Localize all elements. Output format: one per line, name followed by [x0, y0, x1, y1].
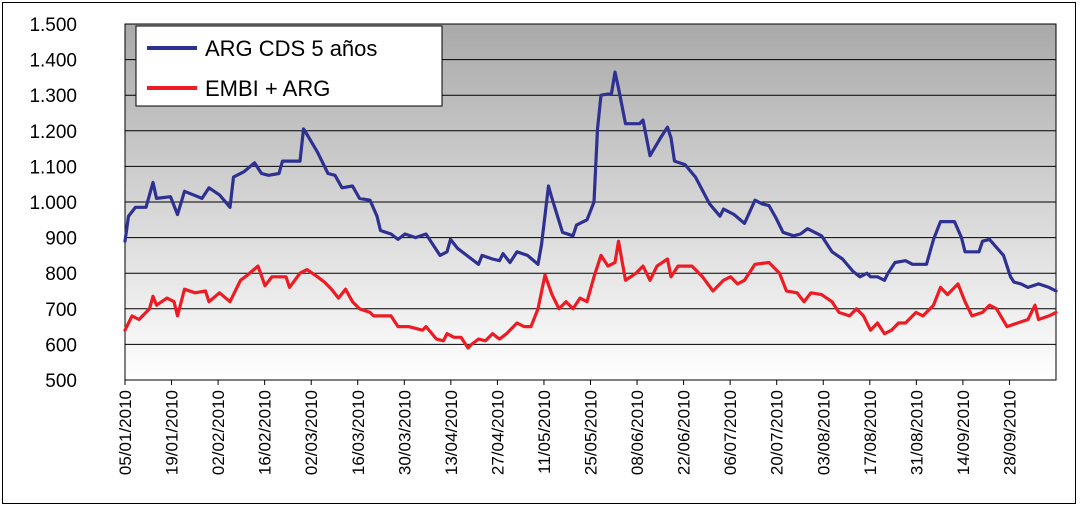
x-tick-label: 14/09/2010 [954, 390, 973, 475]
legend-label-cds: ARG CDS 5 años [205, 36, 377, 61]
x-tick-label: 17/08/2010 [861, 390, 880, 475]
x-tick-label: 25/05/2010 [582, 390, 601, 475]
y-tick-label: 500 [45, 371, 77, 392]
x-tick-label: 08/06/2010 [628, 390, 647, 475]
x-tick-label: 20/07/2010 [768, 390, 787, 475]
y-tick-label: 1.300 [29, 86, 77, 107]
x-tick-label: 27/04/2010 [488, 390, 507, 475]
x-tick-label: 05/01/2010 [116, 390, 135, 475]
x-tick-label: 31/08/2010 [907, 390, 926, 475]
series-line-embi [123, 239, 1058, 350]
y-axis: 500 600 700 800 900 1.000 1.100 1.200 1.300 1.400… [29, 15, 77, 392]
x-axis: 05/01/2010 19/01/2010 02/02/2010 16/02/2010… [116, 380, 1019, 475]
x-tick-label: 11/05/2010 [535, 390, 554, 474]
y-tick-label: 1.400 [29, 51, 77, 72]
x-tick-label: 30/03/2010 [395, 390, 414, 475]
x-tick-label: 22/06/2010 [675, 390, 694, 475]
y-tick-label: 1.200 [29, 122, 77, 143]
x-tick-label: 16/02/2010 [256, 390, 275, 475]
y-tick-label: 1.100 [29, 157, 77, 178]
y-tick-label: 700 [45, 300, 77, 321]
legend-label-embi: EMBI + ARG [205, 76, 330, 101]
y-tick-label: 900 [45, 229, 77, 250]
x-tick-label: 28/09/2010 [1000, 390, 1019, 475]
y-tick-label: 800 [45, 264, 77, 285]
x-tick-label: 02/02/2010 [209, 390, 228, 475]
legend: ARG CDS 5 años EMBI + ARG [135, 25, 443, 107]
x-tick-label: 13/04/2010 [442, 390, 461, 475]
legend-box [135, 25, 443, 107]
x-tick-label: 16/03/2010 [349, 390, 368, 475]
x-tick-label: 06/07/2010 [721, 390, 740, 475]
y-tick-label: 600 [45, 335, 77, 356]
y-tick-label: 1.500 [29, 15, 77, 36]
x-tick-label: 03/08/2010 [814, 390, 833, 475]
y-tick-label: 1.000 [29, 193, 77, 214]
x-tick-label: 19/01/2010 [163, 390, 182, 475]
series-line-cds [123, 70, 1058, 293]
series-lines [123, 70, 1058, 350]
x-tick-label: 02/03/2010 [302, 390, 321, 475]
